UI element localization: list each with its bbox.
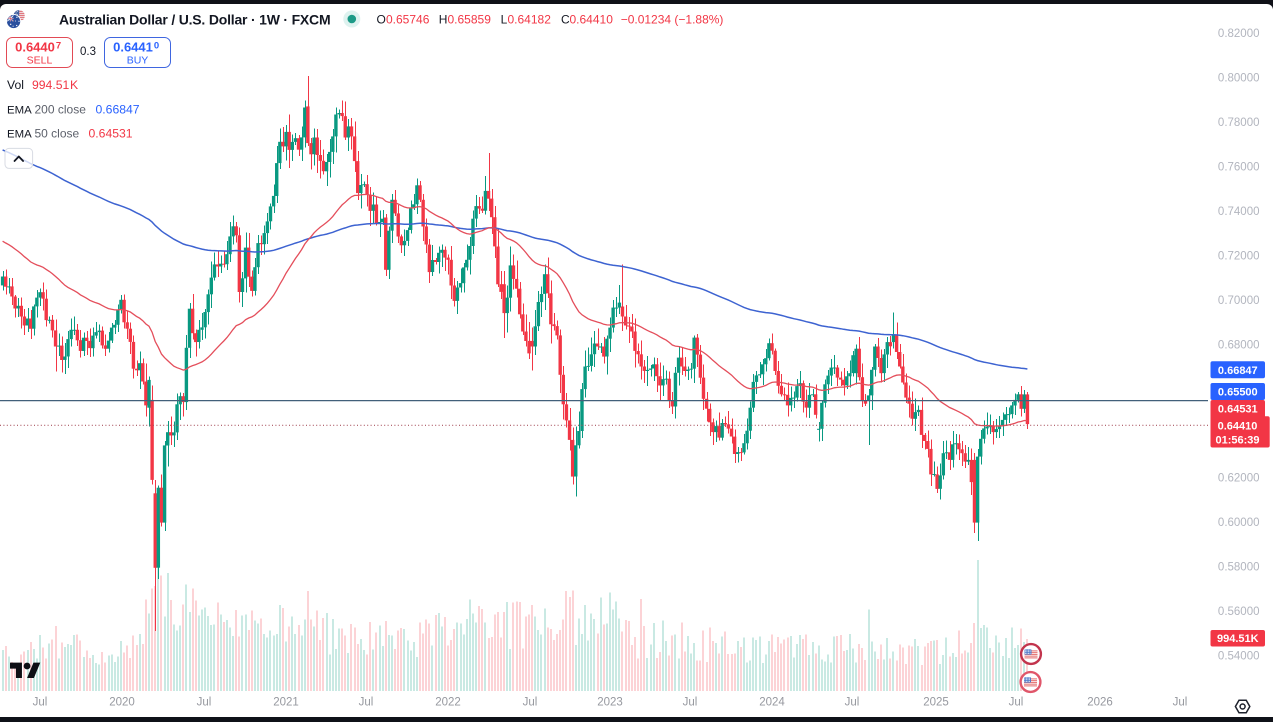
svg-text:0.64531: 0.64531 — [1218, 404, 1258, 416]
svg-text:0.64410: 0.64410 — [1218, 421, 1258, 433]
svg-text:Jul: Jul — [1009, 697, 1024, 709]
svg-text:0.64182: 0.64182 — [508, 12, 552, 26]
svg-text:Jul: Jul — [197, 697, 212, 709]
svg-text:0.78000: 0.78000 — [1218, 117, 1260, 129]
svg-text:Jul: Jul — [359, 697, 374, 709]
svg-text:C: C — [561, 12, 570, 26]
svg-text:994.51: 994.51 — [32, 78, 69, 92]
svg-text:0.3: 0.3 — [80, 46, 96, 58]
svg-text:7: 7 — [56, 41, 61, 52]
svg-text:0.60000: 0.60000 — [1218, 517, 1260, 529]
svg-text:−0.01234 (−1.88%): −0.01234 (−1.88%) — [621, 12, 724, 26]
svg-text:0: 0 — [154, 41, 159, 52]
svg-text:H: H — [439, 12, 448, 26]
svg-text:0.72000: 0.72000 — [1218, 250, 1260, 262]
svg-text:Vol: Vol — [7, 78, 24, 92]
svg-text:994.51K: 994.51K — [1217, 633, 1259, 645]
svg-text:01:56:39: 01:56:39 — [1215, 435, 1259, 447]
svg-text:0.82000: 0.82000 — [1218, 28, 1260, 40]
svg-text:0.68000: 0.68000 — [1218, 339, 1260, 351]
svg-text:EMA: EMA — [7, 129, 32, 141]
svg-text:0.74000: 0.74000 — [1218, 206, 1260, 218]
svg-text:0.66847: 0.66847 — [1218, 365, 1258, 377]
svg-text:0.65500: 0.65500 — [1218, 387, 1258, 399]
svg-text:K: K — [70, 78, 78, 92]
svg-text:2023: 2023 — [597, 697, 623, 709]
svg-text:0.80000: 0.80000 — [1218, 73, 1260, 85]
svg-text:200 close: 200 close — [35, 103, 87, 117]
svg-text:2021: 2021 — [273, 697, 299, 709]
svg-text:0.65859: 0.65859 — [448, 12, 492, 26]
svg-text:SELL: SELL — [27, 55, 53, 67]
svg-text:BUY: BUY — [127, 55, 149, 67]
svg-text:0.56000: 0.56000 — [1218, 606, 1260, 618]
svg-text:Jul: Jul — [33, 697, 48, 709]
svg-text:50 close: 50 close — [35, 127, 80, 141]
svg-text:2026: 2026 — [1087, 697, 1113, 709]
svg-text:0.58000: 0.58000 — [1218, 562, 1260, 574]
svg-text:O: O — [377, 12, 386, 26]
svg-text:Jul: Jul — [1173, 697, 1188, 709]
svg-text:0.76000: 0.76000 — [1218, 161, 1260, 173]
svg-text:EMA: EMA — [7, 105, 32, 117]
svg-text:0.54000: 0.54000 — [1218, 651, 1260, 663]
svg-text:0.64410: 0.64410 — [570, 12, 614, 26]
svg-text:Jul: Jul — [683, 697, 698, 709]
svg-text:0.70000: 0.70000 — [1218, 295, 1260, 307]
svg-text:2022: 2022 — [435, 697, 461, 709]
svg-text:2025: 2025 — [923, 697, 949, 709]
svg-text:Australian Dollar / U.S. Dolla: Australian Dollar / U.S. Dollar · 1W · F… — [59, 12, 330, 28]
svg-text:0.65746: 0.65746 — [386, 12, 430, 26]
svg-text:Jul: Jul — [845, 697, 860, 709]
svg-text:0.6440: 0.6440 — [15, 40, 55, 55]
svg-text:0.6441: 0.6441 — [113, 40, 153, 55]
svg-text:2020: 2020 — [109, 697, 135, 709]
svg-text:0.66847: 0.66847 — [96, 103, 140, 117]
svg-text:0.62000: 0.62000 — [1218, 473, 1260, 485]
svg-text:2024: 2024 — [759, 697, 785, 709]
svg-text:L: L — [501, 12, 508, 26]
svg-text:0.64531: 0.64531 — [89, 127, 133, 141]
svg-text:Jul: Jul — [523, 697, 538, 709]
